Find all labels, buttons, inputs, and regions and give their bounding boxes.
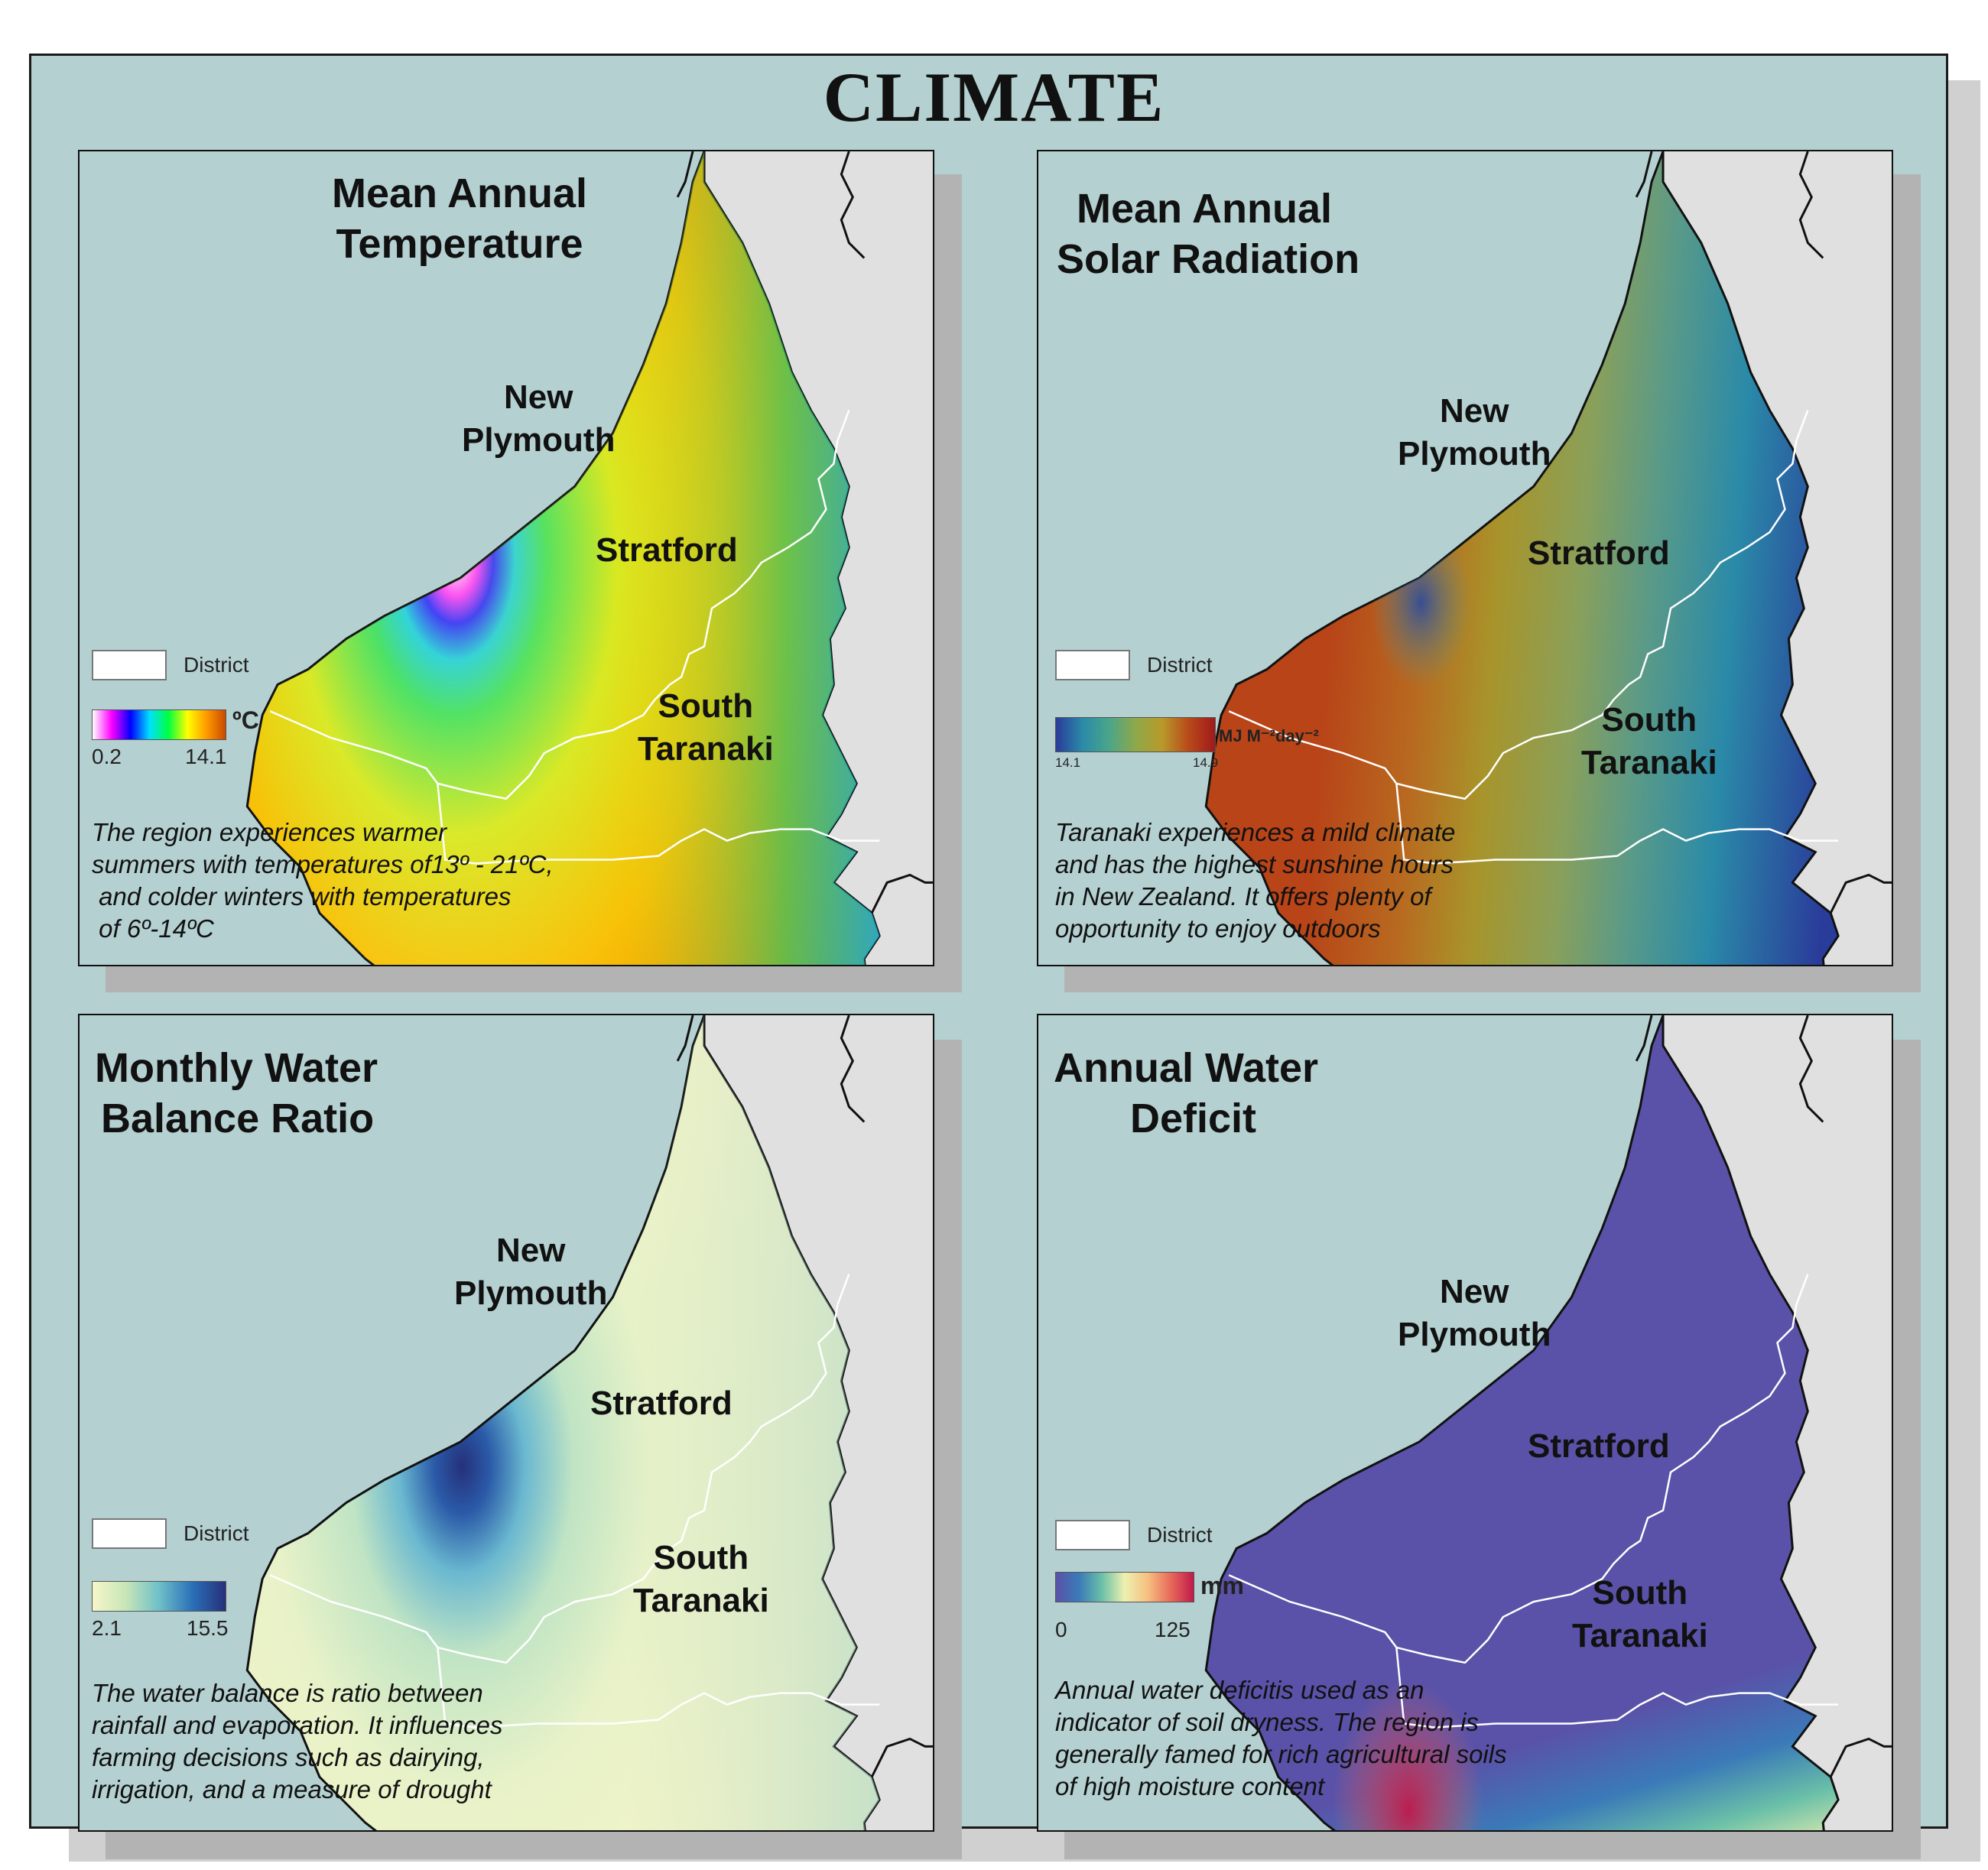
legend-district-label: District: [1147, 653, 1213, 677]
panel-title: Mean Annual Temperature: [332, 170, 588, 267]
label-stratford: Stratford: [596, 531, 738, 569]
label-new-plymouth: New Plymouth: [462, 378, 616, 459]
solar-ramp: [1055, 717, 1216, 752]
solar-map: [1204, 151, 1892, 965]
panel-temperature: Mean Annual Temperature New Plymouth Str…: [78, 150, 934, 966]
water-deficit-ramp: [1055, 1572, 1194, 1602]
panel-water-deficit: Annual Water Deficit New Plymouth Stratf…: [1037, 1014, 1893, 1832]
label-stratford: Stratford: [590, 1385, 733, 1422]
temperature-description: The region experiences warmer summers wi…: [92, 818, 554, 943]
district-swatch: [1055, 1520, 1130, 1550]
panel-solar: Mean Annual Solar Radiation New Plymouth…: [1037, 150, 1893, 966]
temperature-max: 14.1: [185, 745, 227, 768]
legend-district: District: [1055, 1520, 1213, 1550]
water-deficit-map: [1204, 1015, 1892, 1830]
legend-district-label: District: [184, 653, 249, 677]
panel-title: Annual Water Deficit: [1054, 1045, 1319, 1141]
solar-max: 14.9: [1193, 755, 1219, 770]
solar-unit: MJ M⁻²day⁻²: [1219, 726, 1319, 745]
district-swatch: [92, 1518, 167, 1549]
temperature-min: 0.2: [92, 745, 122, 768]
label-south-taranaki: South Taranaki: [633, 1539, 769, 1619]
label-stratford: Stratford: [1528, 534, 1670, 572]
legend-district: District: [1055, 650, 1213, 680]
label-stratford: Stratford: [1528, 1427, 1670, 1465]
panel-title: Mean Annual Solar Radiation: [1057, 186, 1360, 282]
label-south-taranaki: South Taranaki: [1581, 701, 1717, 781]
water-balance-description: The water balance is ratio between rainf…: [92, 1679, 503, 1803]
water-deficit-description: Annual water deficitis used as an indica…: [1055, 1676, 1507, 1800]
water-deficit-min: 0: [1055, 1618, 1067, 1641]
label-new-plymouth: New Plymouth: [1398, 392, 1551, 472]
label-new-plymouth: New Plymouth: [1398, 1273, 1551, 1353]
panel-title: Monthly Water Balance Ratio: [95, 1045, 378, 1141]
water-deficit-unit: mm: [1200, 1572, 1244, 1599]
temperature-ramp: [92, 709, 226, 740]
water-balance-map: [245, 1015, 933, 1830]
water-balance-min: 2.1: [92, 1616, 122, 1640]
legend-district: District: [92, 650, 249, 680]
panel-water-balance: Monthly Water Balance Ratio New Plymouth…: [78, 1014, 934, 1832]
legend-district: District: [92, 1518, 249, 1549]
solar-description: Taranaki experiences a mild climate and …: [1055, 818, 1456, 943]
legend-district-label: District: [1147, 1523, 1213, 1547]
temperature-unit: ºC: [232, 706, 259, 734]
district-swatch: [1055, 650, 1130, 680]
legend-district-label: District: [184, 1521, 249, 1545]
temperature-map: [245, 151, 933, 965]
solar-min: 14.1: [1055, 755, 1081, 770]
label-south-taranaki: South Taranaki: [638, 687, 774, 768]
water-deficit-max: 125: [1155, 1618, 1191, 1641]
district-swatch: [92, 650, 167, 680]
water-balance-max: 15.5: [187, 1616, 229, 1640]
poster-title: CLIMATE: [823, 58, 1165, 136]
label-new-plymouth: New Plymouth: [454, 1232, 608, 1312]
label-south-taranaki: South Taranaki: [1572, 1574, 1708, 1654]
water-balance-ramp: [92, 1581, 226, 1612]
